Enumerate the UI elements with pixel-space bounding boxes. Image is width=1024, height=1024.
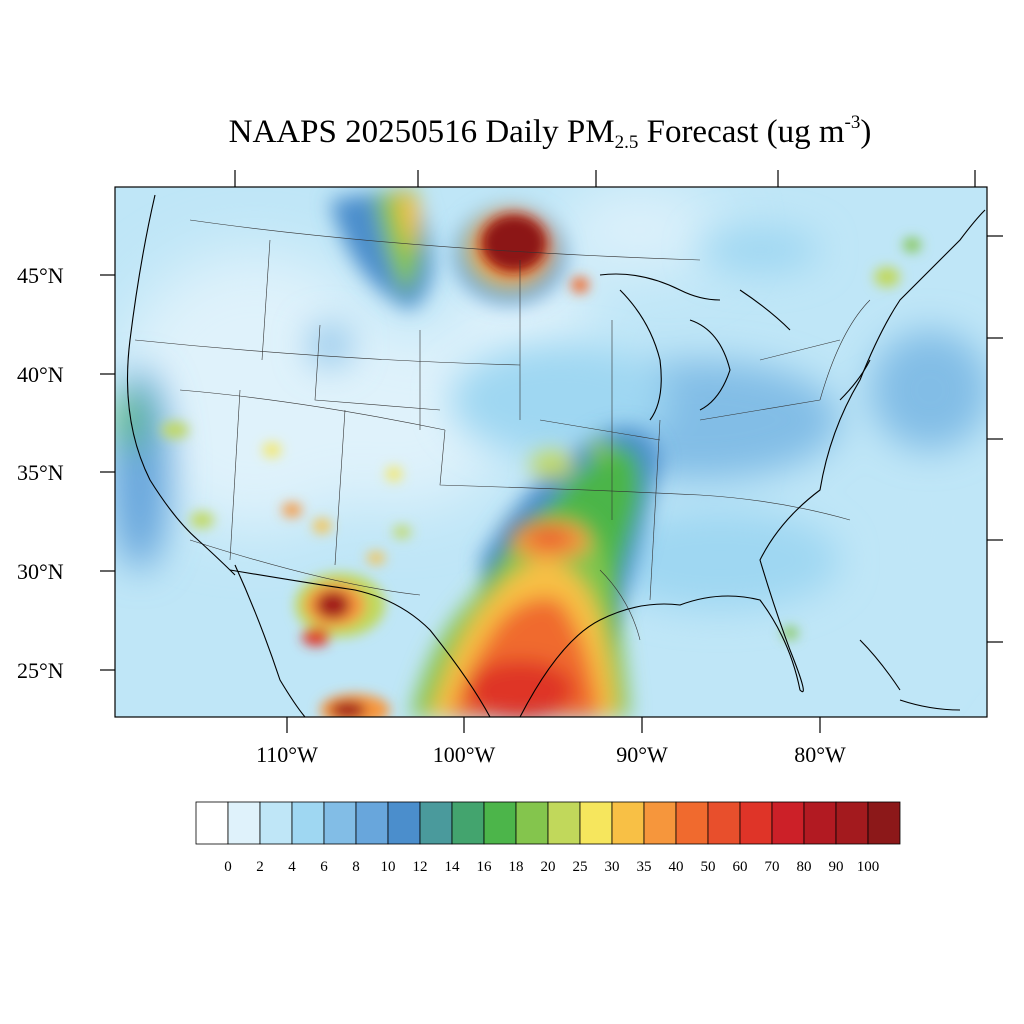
boundaries — [134, 219, 871, 641]
colorbar-label: 0 — [224, 859, 232, 875]
colorbar-label: 30 — [605, 859, 620, 875]
lat-label: 35°N — [17, 460, 64, 485]
colorbar-label: 18 — [509, 859, 524, 875]
colorbar-swatch — [291, 801, 325, 845]
colorbar-label: 16 — [477, 859, 493, 875]
colorbar-swatch — [227, 801, 261, 845]
colorbar-swatch — [835, 801, 869, 845]
axis-ticks — [100, 170, 1003, 733]
colorbar-swatch — [643, 801, 677, 845]
latitude-labels: 45°N 40°N 35°N 30°N 25°N — [17, 263, 64, 683]
colorbar-swatch — [771, 801, 805, 845]
colorbar-swatch — [739, 801, 773, 845]
colorbar-label: 20 — [541, 859, 556, 875]
colorbar-swatch — [419, 801, 453, 845]
colorbar-label: 60 — [733, 859, 748, 875]
colorbar-swatch — [355, 801, 389, 845]
colorbar-swatch — [707, 801, 741, 845]
chart-title: NAAPS 20250516 Daily PM2.5 Forecast (ug … — [228, 112, 872, 153]
lat-label: 40°N — [17, 362, 64, 387]
colorbar-label: 35 — [637, 859, 652, 875]
lon-label: 110°W — [256, 742, 318, 767]
colorbar-label: 80 — [797, 859, 812, 875]
colorbar-swatch — [611, 801, 645, 845]
colorbar-swatch — [387, 801, 421, 845]
colorbar: 0 2 4 6 8 10 12 14 16 18 20 25 30 35 40 50 60 70 80 90 100 — [195, 801, 901, 875]
coastlines — [126, 194, 986, 717]
longitude-labels: 110°W 100°W 90°W 80°W — [256, 742, 846, 767]
colorbar-label: 90 — [829, 859, 844, 875]
colorbar-swatch — [195, 801, 229, 845]
colorbar-label: 70 — [765, 859, 780, 875]
lat-label: 25°N — [17, 658, 64, 683]
colorbar-label: 4 — [288, 859, 296, 875]
colorbar-label: 50 — [701, 859, 716, 875]
colorbar-swatch — [451, 801, 485, 845]
lat-label: 45°N — [17, 263, 64, 288]
lon-label: 100°W — [433, 742, 496, 767]
colorbar-swatch — [803, 801, 837, 845]
colorbar-swatch — [579, 801, 613, 845]
lon-label: 90°W — [616, 742, 668, 767]
colorbar-label: 8 — [352, 859, 360, 875]
colorbar-label: 40 — [669, 859, 684, 875]
colorbar-label: 10 — [381, 859, 396, 875]
colorbar-label: 12 — [413, 859, 428, 875]
lon-label: 80°W — [794, 742, 846, 767]
colorbar-label: 100 — [857, 859, 880, 875]
colorbar-swatch — [547, 801, 581, 845]
colorbar-swatch — [515, 801, 549, 845]
colorbar-swatch — [675, 801, 709, 845]
pm25-field — [115, 187, 987, 717]
colorbar-label: 25 — [573, 859, 588, 875]
colorbar-swatch — [259, 801, 293, 845]
colorbar-swatch — [867, 801, 901, 845]
colorbar-swatch — [323, 801, 357, 845]
colorbar-swatch — [483, 801, 517, 845]
colorbar-label: 6 — [320, 859, 328, 875]
colorbar-label: 14 — [445, 859, 461, 875]
colorbar-label: 2 — [256, 859, 264, 875]
lat-label: 30°N — [17, 559, 64, 584]
map-frame — [114, 186, 988, 718]
